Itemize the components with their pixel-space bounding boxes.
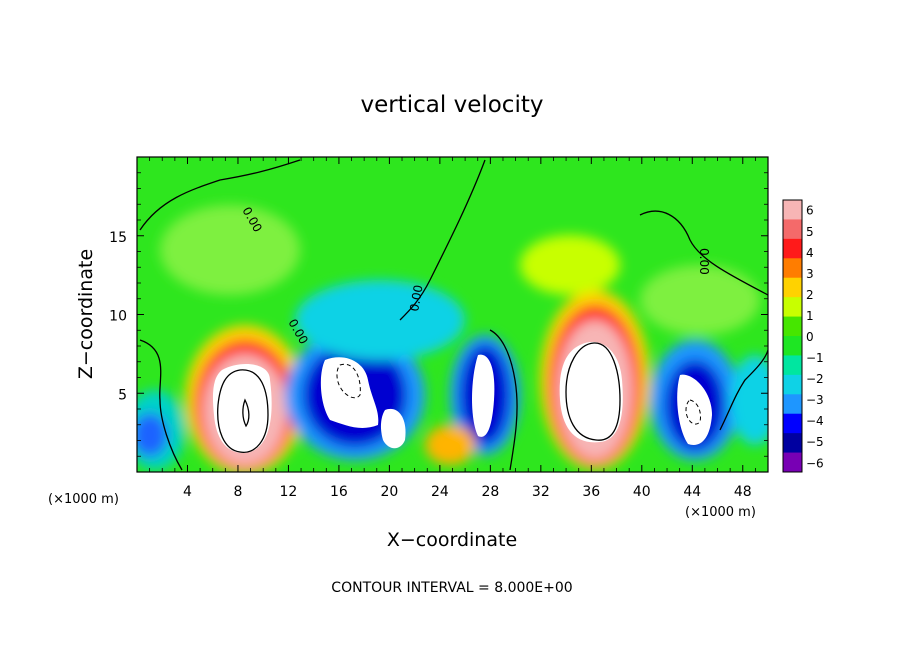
colorbar-tick-label: −3 bbox=[806, 393, 824, 407]
colorbar-frame bbox=[782, 199, 803, 473]
blob-upper-yellowgreen bbox=[520, 235, 620, 295]
x-tick-label: 4 bbox=[183, 484, 192, 500]
blob-right-cyan bbox=[730, 355, 768, 445]
y-tick-label: 5 bbox=[118, 387, 127, 403]
colorbar-tick-label: −5 bbox=[806, 435, 824, 449]
colorbar-swatch bbox=[783, 258, 802, 279]
y-tick-label: 10 bbox=[109, 309, 127, 325]
x-tick-label: 32 bbox=[532, 484, 550, 500]
colorbar-swatch bbox=[783, 433, 802, 454]
x-tick-label: 40 bbox=[633, 484, 651, 500]
colorbar-tick-label: −4 bbox=[806, 414, 824, 428]
x-tick-label: 44 bbox=[683, 484, 701, 500]
contour-label: 0.00 bbox=[697, 248, 711, 275]
contour-updraft1-inner bbox=[242, 398, 250, 428]
x-unit-label-right: (×1000 m) bbox=[685, 505, 756, 520]
contour-interval: CONTOUR INTERVAL = 8.000E+00 bbox=[331, 580, 572, 596]
colorbar-tick-label: 5 bbox=[806, 225, 814, 239]
contour-dashed bbox=[336, 363, 701, 425]
colorbar-tick-label: 3 bbox=[806, 267, 814, 281]
contour-label: 0.00 bbox=[407, 284, 425, 313]
colorbar-tick-label: −2 bbox=[806, 372, 824, 386]
colorbar-tick-label: 1 bbox=[806, 309, 814, 323]
colorbar-tick-label: 6 bbox=[806, 204, 814, 218]
contour-updraft2 bbox=[565, 342, 621, 441]
colorbar-swatch bbox=[783, 336, 802, 356]
x-tick-label: 48 bbox=[734, 484, 752, 500]
colorbar-swatch bbox=[783, 374, 802, 395]
x-tick-label: 36 bbox=[582, 484, 600, 500]
colorbar-swatch bbox=[783, 200, 802, 220]
contour-left bbox=[139, 339, 183, 471]
x-axis: 4 8 12 16 20 24 28 32 36 40 44 48 bbox=[149, 157, 756, 500]
core-down1 bbox=[320, 357, 379, 428]
colorbar-tick-label: 0 bbox=[806, 330, 814, 344]
colorbar: 6 5 4 3 2 1 0 −1 −2 −3 −4 −5 −6 bbox=[782, 199, 824, 473]
colorbar-tick-label: −1 bbox=[806, 351, 824, 365]
x-axis-label: X−coordinate bbox=[387, 529, 517, 551]
colorbar-swatch bbox=[783, 238, 802, 259]
contour-dashed-down3 bbox=[685, 399, 701, 425]
core-updraft2 bbox=[559, 341, 623, 443]
blob-upperleft-light bbox=[160, 205, 300, 295]
core-down2 bbox=[472, 354, 495, 437]
colorbar-swatch bbox=[783, 316, 802, 337]
colorbar-tick-label: −6 bbox=[806, 456, 824, 470]
x-tick-label: 28 bbox=[481, 484, 499, 500]
y-tick-label: 15 bbox=[109, 230, 127, 246]
y-axis-label: Z−coordinate bbox=[75, 249, 97, 379]
x-tick-label: 12 bbox=[280, 484, 298, 500]
y-axis: 5 10 15 bbox=[109, 172, 768, 457]
blob-surface-yellow bbox=[425, 425, 475, 465]
contour-between bbox=[489, 329, 518, 471]
colorbar-swatch bbox=[783, 277, 802, 298]
contour-right bbox=[719, 349, 768, 431]
colorbar-swatch bbox=[783, 297, 802, 318]
colorbar-swatch bbox=[783, 219, 802, 240]
colorbar-swatch bbox=[783, 452, 802, 473]
colorbar-swatch bbox=[783, 355, 802, 376]
x-tick-label: 20 bbox=[380, 484, 398, 500]
core-down3 bbox=[677, 374, 712, 445]
blob-upperright-light bbox=[640, 265, 760, 335]
colorbar-tick-label: 4 bbox=[806, 246, 814, 260]
contour-upperright bbox=[639, 210, 768, 296]
x-unit-label: (×1000 m) bbox=[48, 492, 119, 507]
contour-updraft1 bbox=[217, 369, 269, 453]
colorbar-swatch bbox=[783, 394, 802, 415]
x-tick-label: 16 bbox=[330, 484, 348, 500]
colorbar-swatch bbox=[783, 413, 802, 434]
blob-left-blue bbox=[137, 413, 168, 457]
core-down1b bbox=[380, 408, 406, 449]
colorbar-tick-label: 2 bbox=[806, 288, 814, 302]
chart-title: vertical velocity bbox=[361, 92, 544, 118]
x-tick-label: 8 bbox=[233, 484, 242, 500]
contour-lines bbox=[139, 159, 768, 471]
blob-mid-cyan bbox=[295, 280, 465, 360]
contour-mid-upper bbox=[399, 159, 486, 321]
contour-upperleft bbox=[139, 159, 301, 231]
heatmap-field: 0.00 0.00 0.00 0.00 bbox=[137, 157, 768, 472]
x-tick-label: 24 bbox=[431, 484, 449, 500]
